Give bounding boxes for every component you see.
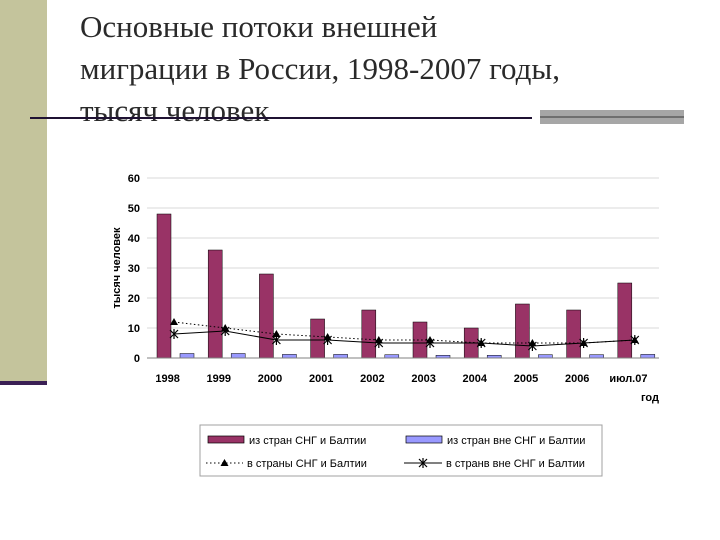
title-line-3: тысяч человек: [80, 93, 270, 128]
y-tick-label: 0: [134, 353, 140, 365]
x-axis-title: год: [641, 392, 659, 404]
bar-from-cis: [515, 303, 530, 359]
grid-lines: [147, 177, 659, 329]
line-to-non-cis: [173, 330, 635, 347]
bar-from-cis: [412, 321, 428, 359]
title-line-2: миграции в России, 1998-2007 годы,: [80, 51, 561, 86]
bar-from-cis: [259, 273, 274, 359]
x-tick-label: 2002: [360, 373, 384, 385]
star-marker: [374, 338, 384, 348]
triangle-marker: [170, 318, 178, 325]
star-marker: [425, 338, 435, 348]
y-tick-label: 60: [128, 173, 140, 185]
bar-from-cis: [617, 282, 633, 359]
bar-from-cis: [566, 309, 581, 359]
legend: из стран СНГ и Балтии из стран вне СНГ и…: [199, 424, 603, 477]
bar-from-cis: [361, 309, 377, 359]
star-marker: [476, 338, 486, 348]
star-marker: [220, 326, 230, 336]
x-tick-label: 2001: [309, 373, 333, 385]
bar-from-non-cis: [333, 354, 348, 359]
star-marker: [169, 329, 179, 339]
y-tick-label: 20: [128, 293, 140, 305]
y-axis-title: тысяч человек: [111, 227, 123, 309]
x-tick-label: 2004: [463, 373, 488, 385]
bar-from-non-cis: [230, 353, 246, 359]
bar-from-cis: [310, 318, 325, 359]
y-tick-label: 30: [128, 263, 140, 275]
star-marker: [527, 341, 537, 351]
bars: [156, 213, 656, 359]
title-rule-block: [540, 110, 684, 124]
bar-from-non-cis: [282, 354, 297, 359]
x-tick-label: 1998: [155, 373, 179, 385]
legend-label-3: в страны СНГ и Балтии: [247, 458, 367, 470]
x-tick-label: 2006: [565, 373, 589, 385]
legend-label-1: из стран СНГ и Балтии: [249, 435, 366, 447]
title-line-1: Основные потоки внешней: [80, 9, 438, 44]
y-tick-label: 50: [128, 203, 140, 215]
legend-marker-4: [418, 458, 428, 468]
bar-from-cis: [156, 213, 172, 359]
legend-label-4: в странв вне СНГ и Балтии: [446, 458, 585, 470]
left-band-accent: [0, 381, 47, 385]
triangle-marker: [272, 330, 281, 337]
x-tick-label: 1999: [207, 373, 231, 385]
title-underline: [30, 117, 532, 119]
left-decorative-band: [0, 0, 47, 383]
star-marker: [271, 335, 281, 345]
bar-from-non-cis: [179, 353, 195, 359]
y-tick-label: 40: [128, 233, 140, 245]
line-series: [169, 318, 640, 351]
star-marker: [630, 335, 640, 345]
axes: 0 10 20 30 40 50 60 1998 1999 2000 2001 2002 2003 200…: [128, 173, 659, 385]
legend-frame: [199, 424, 603, 477]
legend-swatch-2: [405, 435, 443, 444]
legend-swatch-1: [207, 435, 245, 444]
legend-marker-3: [220, 459, 229, 466]
x-tick-label: 2003: [411, 373, 435, 385]
legend-label-2: из стран вне СНГ и Балтии: [447, 435, 585, 447]
slide-title: Основные потоки внешней миграции в Росси…: [80, 6, 710, 132]
star-marker: [579, 338, 589, 348]
y-tick-label: 10: [128, 323, 140, 335]
bar-from-cis: [207, 249, 223, 359]
x-tick-label: 2005: [514, 373, 538, 385]
x-tick-label: 2000: [258, 373, 282, 385]
star-marker: [323, 335, 333, 345]
line-to-cis: [173, 321, 635, 344]
bar-from-non-cis: [640, 354, 656, 359]
x-tick-label: июл.07: [609, 373, 647, 385]
